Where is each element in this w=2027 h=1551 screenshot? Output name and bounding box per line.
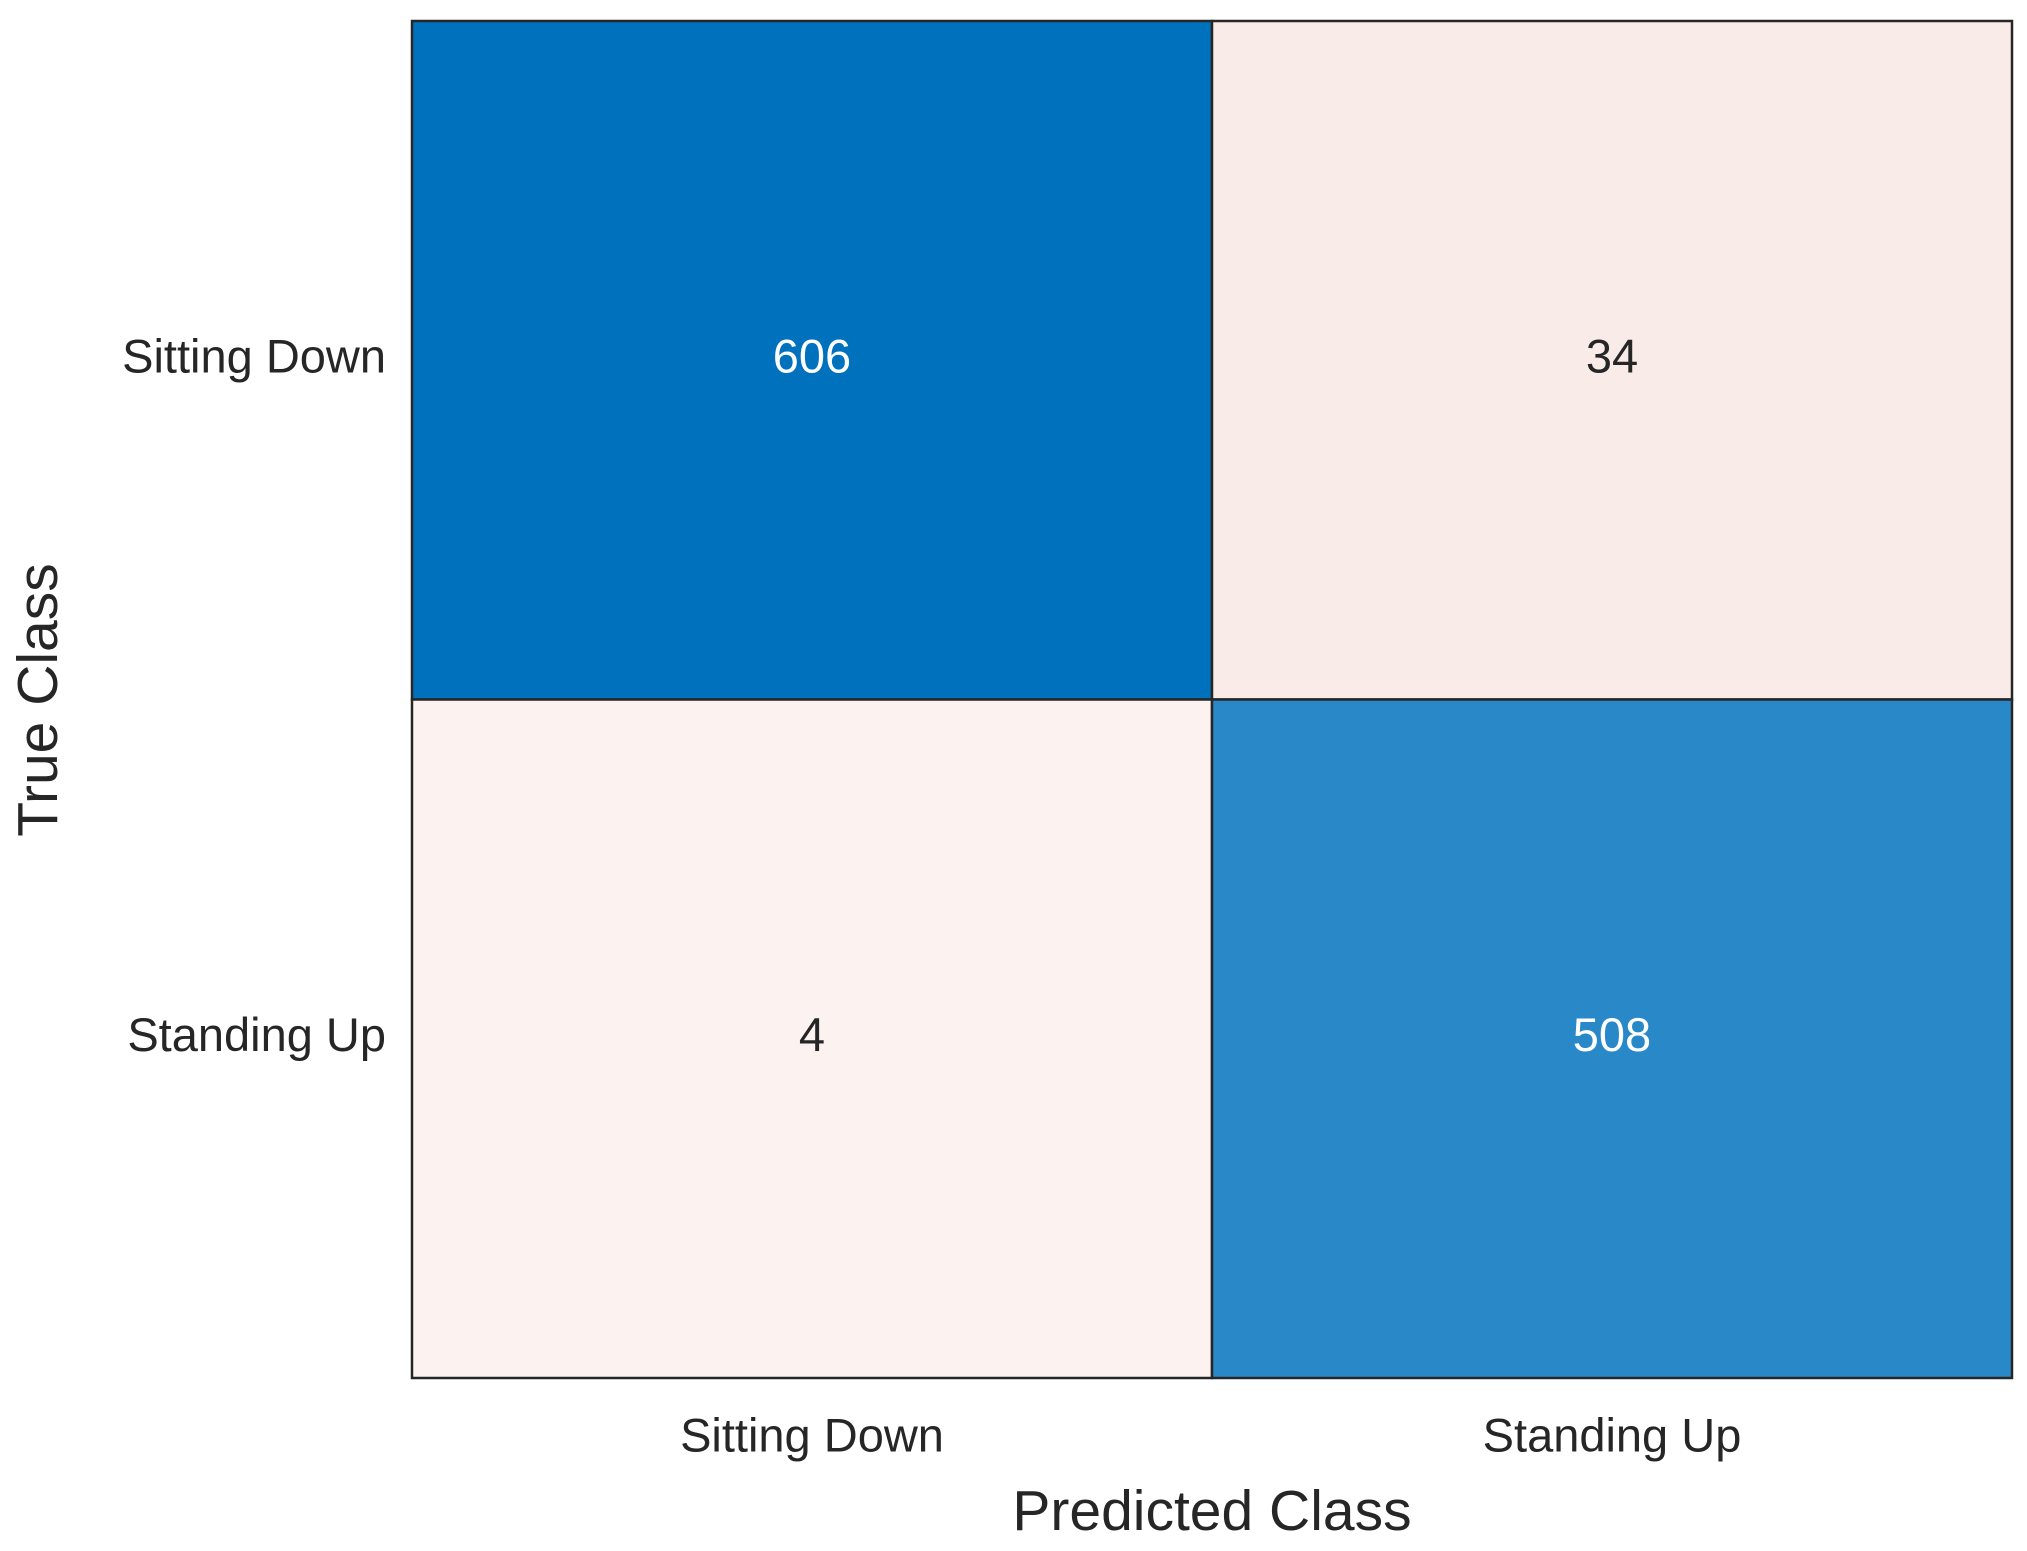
cell-label: 606 <box>773 330 851 383</box>
x-tick-label: Sitting Down <box>680 1408 944 1461</box>
x-axis-title: Predicted Class <box>1012 1479 1411 1543</box>
cell <box>410 698 1214 1380</box>
cell <box>1210 698 2014 1380</box>
x-tick-label: Standing Up <box>1483 1408 1742 1461</box>
y-tick-label: Standing Up <box>127 1008 386 1061</box>
y-tick-label: Sitting Down <box>122 330 386 383</box>
cell-label: 4 <box>799 1008 825 1061</box>
cell-label: 508 <box>1573 1008 1651 1061</box>
cell-label: 34 <box>1586 330 1638 383</box>
cell <box>410 19 1214 701</box>
y-axis-title: True Class <box>6 563 70 836</box>
cell <box>1210 19 2014 701</box>
